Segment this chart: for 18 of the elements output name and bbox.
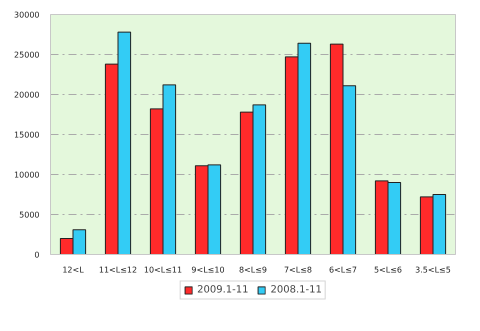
x-tick-label: 10<L≤11 (144, 266, 182, 274)
x-tick-label: 9<L≤10 (191, 266, 225, 274)
legend-label: 2009.1-11 (197, 284, 248, 296)
y-tick-label: 0 (34, 250, 40, 260)
x-tick-label: 3.5<L≤5 (415, 266, 451, 274)
x-tick-label: 11<L≤12 (98, 266, 138, 274)
y-tick-label: 5000 (19, 210, 40, 220)
x-tick-label: 8<L≤9 (238, 266, 268, 274)
y-tick-label: 20000 (14, 90, 40, 100)
legend-label: 2008.1-11 (270, 284, 322, 296)
x-tick-label: 12<L (62, 266, 84, 274)
x-tick-label: 5<L≤6 (374, 266, 402, 274)
y-tick-label: 15000 (14, 130, 40, 140)
y-tick-label: 25000 (14, 50, 40, 60)
y-tick-label: 10000 (14, 170, 40, 180)
x-tick-label: 6<L≤7 (328, 266, 358, 274)
x-tick-label: 7<L≤8 (284, 266, 312, 274)
y-tick-label: 30000 (14, 10, 40, 20)
